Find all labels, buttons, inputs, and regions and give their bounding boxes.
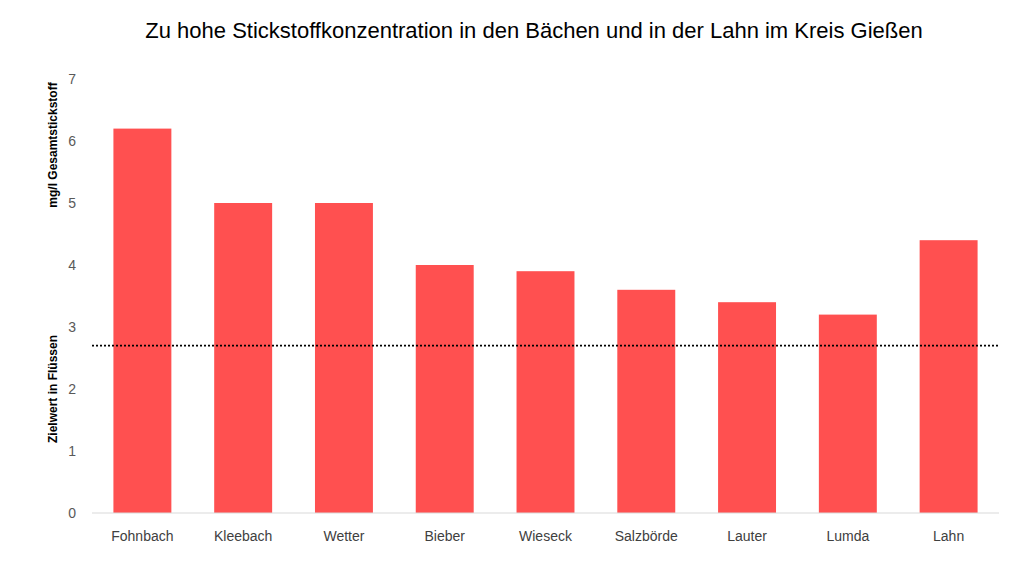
x-axis-line: [92, 513, 999, 514]
x-tick-label: Kleebach: [214, 528, 272, 544]
chart-container: Zu hohe Stickstoffkonzentration in den B…: [0, 0, 1024, 566]
y-tick-label: 6: [68, 133, 76, 149]
y-tick-label: 3: [68, 319, 76, 335]
plot-area: [92, 129, 999, 513]
x-tick-label: Salzbörde: [615, 528, 678, 544]
x-tick-label: Fohnbach: [111, 528, 173, 544]
y-tick-label: 4: [68, 257, 76, 273]
x-tick-label: Bieber: [424, 528, 465, 544]
y-tick-label: 1: [68, 443, 76, 459]
bar: [819, 315, 877, 513]
y-tick-label: 5: [68, 195, 76, 211]
x-tick-label: Wetter: [323, 528, 364, 544]
bar: [718, 302, 776, 513]
bar: [214, 203, 272, 513]
reference-line: [92, 345, 999, 347]
bar: [416, 265, 474, 513]
bar: [113, 129, 171, 513]
chart-title: Zu hohe Stickstoffkonzentration in den B…: [145, 18, 922, 43]
x-tick-label: Lahn: [933, 528, 964, 544]
y-tick-label: 2: [68, 381, 76, 397]
x-tick-label: Lauter: [727, 528, 767, 544]
bar: [920, 240, 978, 513]
y-axis-label: mg/l Gesamtstickstoff: [46, 81, 60, 207]
reference-line-label: Zielwert in Flüssen: [46, 335, 60, 443]
bar: [517, 271, 575, 513]
y-tick-label: 7: [68, 71, 76, 87]
x-tick-label: Wieseck: [519, 528, 573, 544]
y-tick-label: 0: [68, 505, 76, 521]
bar: [617, 290, 675, 513]
x-tick-label: Lumda: [826, 528, 869, 544]
bar: [315, 203, 373, 513]
chart-svg: Zu hohe Stickstoffkonzentration in den B…: [0, 0, 1024, 566]
